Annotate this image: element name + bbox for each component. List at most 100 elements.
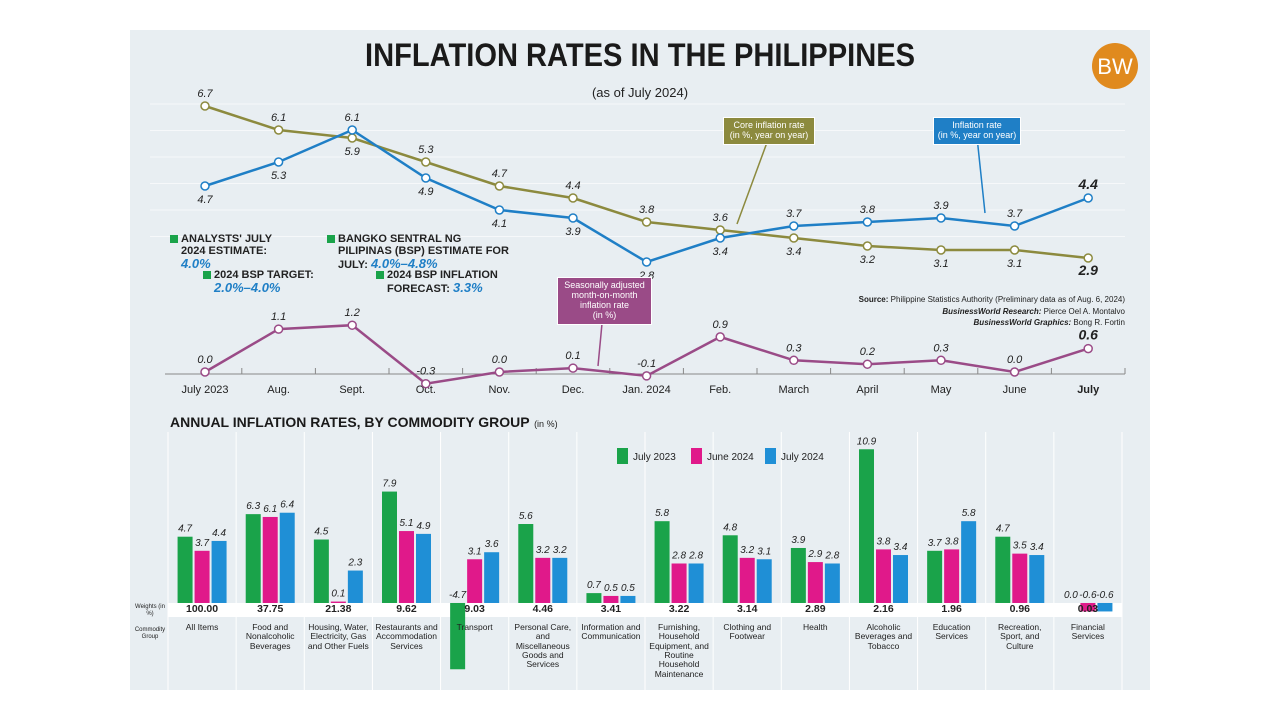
point — [421, 378, 431, 389]
bar — [262, 516, 278, 603]
bar — [876, 549, 891, 603]
credit-label: BusinessWorld Graphics: — [973, 318, 1072, 327]
point — [200, 181, 210, 191]
logo: BW — [1097, 54, 1133, 79]
bar — [654, 521, 670, 603]
legend-label: June 2024 — [707, 452, 754, 463]
value-label: 3.4 — [894, 542, 908, 553]
point — [715, 332, 725, 342]
bar — [790, 547, 806, 603]
legend-label: July 2024 — [781, 452, 824, 463]
value-label: 3.7 — [786, 208, 802, 220]
bar — [893, 555, 908, 603]
credit-text: Bong R. Fortin — [1073, 318, 1125, 327]
bar — [467, 559, 483, 603]
value-label: -0.3 — [416, 366, 436, 378]
bar — [450, 602, 466, 670]
point — [641, 217, 652, 227]
note-marker — [327, 235, 335, 243]
bar — [1012, 553, 1028, 603]
value-label: 4.7 — [996, 524, 1010, 535]
chart-title: ANNUAL INFLATION RATES, BY COMMODITY GRO… — [170, 414, 530, 430]
value-label: 4.8 — [723, 522, 737, 533]
point — [273, 324, 284, 334]
x-tick-label: June — [1003, 384, 1027, 396]
value-label: -4.7 — [449, 590, 467, 601]
category-label: Recreation, Sport, and Culture — [998, 621, 1042, 651]
x-tick-label: Feb. — [709, 384, 731, 396]
value-label: 4.7 — [178, 524, 192, 535]
point — [200, 101, 210, 111]
value-label: 6.1 — [345, 112, 360, 124]
category-label: Personal Care, and Miscellaneous Goods a… — [514, 621, 572, 670]
bar — [961, 521, 977, 603]
value-label: 6.1 — [263, 504, 277, 515]
bar — [279, 512, 295, 603]
point — [421, 157, 431, 167]
point — [789, 233, 799, 243]
series-unit: (in %) — [592, 309, 617, 320]
value-label: 2.3 — [347, 558, 362, 569]
value-label: 0.0 — [197, 354, 213, 366]
value-label: 10.9 — [857, 436, 877, 447]
value-label: 3.9 — [933, 200, 948, 212]
weight: 9.03 — [464, 602, 485, 615]
category-label: Clothing and Footwear — [723, 621, 772, 642]
value-label: 0.3 — [933, 342, 949, 354]
bar — [211, 540, 227, 603]
value-label: 3.7 — [928, 538, 942, 549]
weight: 3.22 — [668, 602, 690, 615]
note: 2024 BSP INFLATION FORECAST: 3.3% — [387, 269, 512, 295]
title: INFLATION RATES IN THE PHILIPPINES — [365, 37, 915, 73]
value-label: 3.1 — [468, 546, 482, 557]
value-label: 4.4 — [212, 528, 226, 539]
weight: 2.16 — [873, 602, 894, 615]
value-label: 5.3 — [418, 144, 434, 156]
value-label: 3.1 — [757, 546, 771, 557]
point — [568, 363, 578, 373]
value-label: 2.8 — [671, 550, 686, 561]
value-label: 3.8 — [860, 204, 876, 216]
value-label: 3.2 — [536, 545, 550, 556]
legend-swatch — [691, 448, 702, 464]
pointer — [736, 136, 770, 225]
note-text: 2024 BSP INFLATION FORECAST: — [387, 269, 498, 296]
value-label: 5.9 — [345, 146, 360, 158]
credit-label: BusinessWorld Research: — [942, 306, 1042, 316]
bar — [603, 595, 619, 603]
point — [789, 221, 799, 231]
x-tick-label: April — [856, 384, 878, 396]
x-tick-label: Jan. 2024 — [622, 384, 670, 396]
category-label: Transport — [456, 621, 493, 632]
bar — [399, 531, 414, 603]
series-unit: (in %, year on year) — [937, 129, 1017, 140]
weight: 100.00 — [186, 602, 219, 615]
bar — [416, 533, 431, 603]
chart-title-wrap: ANNUAL INFLATION RATES, BY COMMODITY GRO… — [170, 414, 558, 432]
bar — [927, 550, 943, 603]
credit: BusinessWorld Research: Pierce Oel A. Mo… — [942, 306, 1125, 317]
category-label: Furnishing, Household Equipment, and Rou… — [649, 621, 709, 679]
subtitle: (as of July 2024) — [592, 85, 688, 100]
value-label: 5.8 — [962, 508, 976, 519]
point — [568, 193, 578, 203]
weight: 37.75 — [257, 602, 284, 615]
weight: 9.62 — [396, 602, 417, 615]
value-label: 2.9 — [1077, 262, 1098, 278]
weight: 3.41 — [600, 602, 622, 615]
note-value: 2.0%–4.0% — [214, 280, 281, 296]
point — [347, 320, 357, 330]
weight: 1.96 — [941, 602, 962, 615]
value-label: 0.5 — [604, 583, 618, 594]
x-tick-label: July — [1077, 384, 1100, 396]
value-label: 2.9 — [807, 549, 822, 560]
value-label: 3.2 — [740, 545, 754, 556]
point — [494, 205, 505, 215]
bar — [688, 563, 704, 603]
value-label: 0.1 — [565, 350, 580, 362]
bar — [824, 563, 840, 603]
series-name: Inflation rate — [952, 120, 1002, 130]
point — [421, 173, 431, 183]
point — [936, 213, 946, 223]
